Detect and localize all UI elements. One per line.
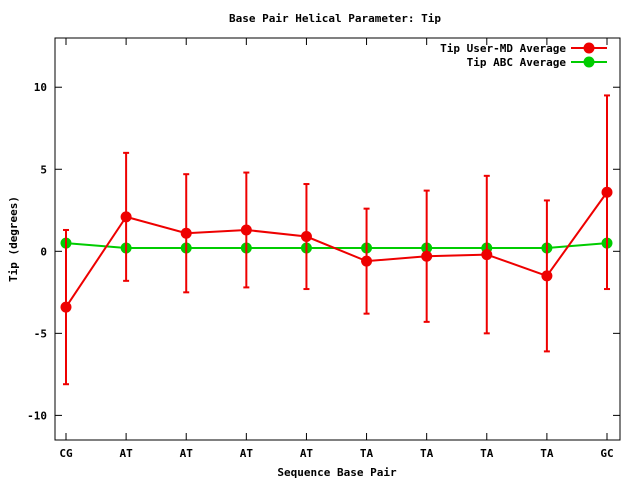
data-point: [541, 270, 553, 282]
series-layer: [60, 94, 613, 386]
series-line: [65, 242, 608, 250]
data-point: [481, 249, 493, 261]
data-point: [120, 211, 132, 223]
legend-marker: [583, 56, 595, 68]
x-axis: CG AT AT AT AT TA TA TA TA GC: [59, 38, 614, 460]
data-point: [240, 224, 252, 236]
chart-title: Base Pair Helical Parameter: Tip: [229, 12, 441, 25]
y-tick-label: -10: [27, 409, 47, 422]
x-tick-label: TA: [360, 447, 374, 460]
legend-label: Tip ABC Average: [467, 56, 567, 69]
y-tick-label: -5: [34, 327, 47, 340]
plot-frame: [54, 37, 621, 441]
series-line: [65, 191, 608, 308]
x-tick-label: AT: [300, 447, 314, 460]
y-axis-label: Tip (degrees): [7, 196, 20, 282]
series-abc: [60, 237, 613, 254]
x-tick-label: TA: [540, 447, 554, 460]
data-point: [60, 301, 72, 313]
x-tick-label: AT: [180, 447, 194, 460]
data-point: [421, 250, 433, 262]
data-point: [300, 231, 312, 243]
x-tick-label: AT: [240, 447, 254, 460]
y-tick-label: 10: [34, 81, 47, 94]
y-axis: -10 -5 0 5 10: [27, 81, 620, 422]
x-tick-label: TA: [420, 447, 434, 460]
series-user-md: [60, 94, 613, 386]
data-point: [180, 227, 192, 239]
x-axis-label: Sequence Base Pair: [277, 466, 397, 479]
legend-label: Tip User-MD Average: [440, 42, 566, 55]
y-tick-label: 0: [40, 245, 47, 258]
x-tick-label: CG: [59, 447, 73, 460]
y-tick-label: 5: [40, 163, 47, 176]
data-point: [601, 186, 613, 198]
data-point: [361, 255, 373, 267]
x-tick-label: AT: [119, 447, 133, 460]
x-tick-label: GC: [600, 447, 613, 460]
x-tick-label: TA: [480, 447, 494, 460]
legend-marker: [583, 42, 595, 54]
